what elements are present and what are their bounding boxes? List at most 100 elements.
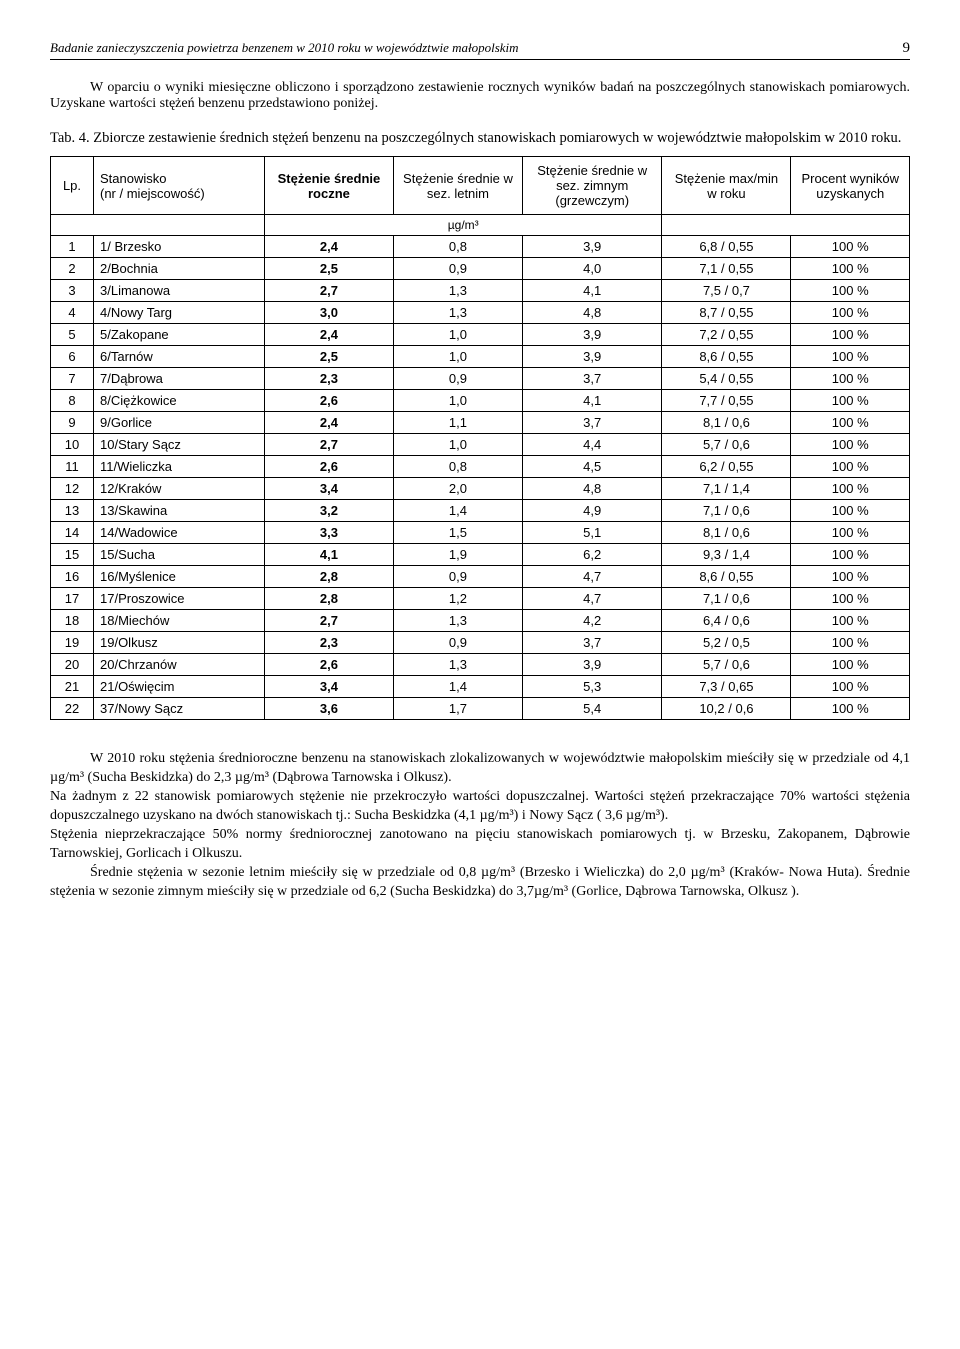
table-cell: 1,4: [393, 500, 522, 522]
table-cell: 5,4 / 0,55: [662, 368, 791, 390]
table-cell: 14/Wadowice: [94, 522, 265, 544]
body-text: W 2010 roku stężenia średnioroczne benze…: [50, 750, 910, 901]
table-cell: 100 %: [791, 258, 910, 280]
table-cell: 2,6: [264, 654, 393, 676]
table-cell: 1,5: [393, 522, 522, 544]
table-cell: 2,5: [264, 258, 393, 280]
unit-cell: µg/m³: [264, 215, 661, 236]
table-cell: 3,3: [264, 522, 393, 544]
table-cell: 0,9: [393, 368, 522, 390]
table-cell: 7,1 / 1,4: [662, 478, 791, 500]
table-cell: 4,8: [522, 302, 661, 324]
table-cell: 1,3: [393, 654, 522, 676]
table-cell: 18/Miechów: [94, 610, 265, 632]
table-cell: 1,4: [393, 676, 522, 698]
table-cell: 2,7: [264, 610, 393, 632]
table-row: 1616/Myślenice2,80,94,78,6 / 0,55100 %: [51, 566, 910, 588]
col-maxmin: Stężenie max/min w roku: [662, 157, 791, 215]
col-station: Stanowisko (nr / miejscowość): [94, 157, 265, 215]
table-cell: 2,0: [393, 478, 522, 500]
table-cell: 100 %: [791, 478, 910, 500]
table-cell: 4,7: [522, 566, 661, 588]
table-cell: 3,9: [522, 346, 661, 368]
table-cell: 6/Tarnów: [94, 346, 265, 368]
table-row: 1010/Stary Sącz2,71,04,45,7 / 0,6100 %: [51, 434, 910, 456]
table-cell: 100 %: [791, 654, 910, 676]
table-cell: 100 %: [791, 390, 910, 412]
table-cell: 1: [51, 236, 94, 258]
table-row: 33/Limanowa2,71,34,17,5 / 0,7100 %: [51, 280, 910, 302]
col-annual: Stężenie średnie roczne: [264, 157, 393, 215]
table-cell: 100 %: [791, 544, 910, 566]
table-cell: 5,3: [522, 676, 661, 698]
table-cell: 4,8: [522, 478, 661, 500]
table-row: 1515/Sucha4,11,96,29,3 / 1,4100 %: [51, 544, 910, 566]
table-cell: 0,8: [393, 236, 522, 258]
table-row: 55/Zakopane2,41,03,97,2 / 0,55100 %: [51, 324, 910, 346]
table-cell: 21/Oświęcim: [94, 676, 265, 698]
table-cell: 5,4: [522, 698, 661, 720]
table-cell: 12/Kraków: [94, 478, 265, 500]
table-cell: 2/Bochnia: [94, 258, 265, 280]
table-row: 1313/Skawina3,21,44,97,1 / 0,6100 %: [51, 500, 910, 522]
table-cell: 11: [51, 456, 94, 478]
table-row: 11/ Brzesko2,40,83,96,8 / 0,55100 %: [51, 236, 910, 258]
table-cell: 3,0: [264, 302, 393, 324]
table-cell: 2,8: [264, 588, 393, 610]
table-cell: 7: [51, 368, 94, 390]
table-cell: 3,7: [522, 632, 661, 654]
table-cell: 2,4: [264, 236, 393, 258]
table-row: 88/Ciężkowice2,61,04,17,7 / 0,55100 %: [51, 390, 910, 412]
body-p4: Średnie stężenia w sezonie letnim mieści…: [50, 864, 910, 902]
table-cell: 4,1: [264, 544, 393, 566]
table-cell: 17/Proszowice: [94, 588, 265, 610]
table-cell: 14: [51, 522, 94, 544]
col-lp: Lp.: [51, 157, 94, 215]
table-cell: 7,5 / 0,7: [662, 280, 791, 302]
table-cell: 6,8 / 0,55: [662, 236, 791, 258]
table-cell: 4,7: [522, 588, 661, 610]
table-cell: 4,9: [522, 500, 661, 522]
body-p2: Na żadnym z 22 stanowisk pomiarowych stę…: [50, 788, 910, 826]
table-cell: 16/Myślenice: [94, 566, 265, 588]
table-cell: 2,7: [264, 280, 393, 302]
table-cell: 3,9: [522, 236, 661, 258]
table-cell: 2,5: [264, 346, 393, 368]
table-row: 1919/Olkusz2,30,93,75,2 / 0,5100 %: [51, 632, 910, 654]
table-row: 2121/Oświęcim3,41,45,37,3 / 0,65100 %: [51, 676, 910, 698]
table-cell: 100 %: [791, 456, 910, 478]
table-cell: 22: [51, 698, 94, 720]
table-cell: 100 %: [791, 280, 910, 302]
table-row: 2020/Chrzanów2,61,33,95,7 / 0,6100 %: [51, 654, 910, 676]
table-cell: 1,0: [393, 434, 522, 456]
table-cell: 13: [51, 500, 94, 522]
table-cell: 20/Chrzanów: [94, 654, 265, 676]
table-row: 77/Dąbrowa2,30,93,75,4 / 0,55100 %: [51, 368, 910, 390]
table-cell: 4,5: [522, 456, 661, 478]
table-cell: 1,3: [393, 610, 522, 632]
table-cell: 100 %: [791, 632, 910, 654]
table-cell: 2,6: [264, 390, 393, 412]
table-row: 22/Bochnia2,50,94,07,1 / 0,55100 %: [51, 258, 910, 280]
table-cell: 1,0: [393, 346, 522, 368]
table-cell: 100 %: [791, 324, 910, 346]
table-row: 1414/Wadowice3,31,55,18,1 / 0,6100 %: [51, 522, 910, 544]
table-cell: 18: [51, 610, 94, 632]
table-caption: Tab. 4. Zbiorcze zestawienie średnich st…: [50, 128, 910, 148]
table-cell: 7,1 / 0,55: [662, 258, 791, 280]
body-p3: Stężenia nieprzekraczające 50% normy śre…: [50, 826, 910, 864]
table-cell: 9/Gorlice: [94, 412, 265, 434]
table-row: 44/Nowy Targ3,01,34,88,7 / 0,55100 %: [51, 302, 910, 324]
col-summer: Stężenie średnie w sez. letnim: [393, 157, 522, 215]
table-cell: 100 %: [791, 434, 910, 456]
table-cell: 3: [51, 280, 94, 302]
table-cell: 1,1: [393, 412, 522, 434]
table-cell: 5: [51, 324, 94, 346]
table-cell: 7,1 / 0,6: [662, 588, 791, 610]
table-cell: 1,7: [393, 698, 522, 720]
table-cell: 100 %: [791, 588, 910, 610]
table-cell: 5,7 / 0,6: [662, 434, 791, 456]
table-cell: 0,9: [393, 632, 522, 654]
table-cell: 15/Sucha: [94, 544, 265, 566]
table-cell: 100 %: [791, 522, 910, 544]
